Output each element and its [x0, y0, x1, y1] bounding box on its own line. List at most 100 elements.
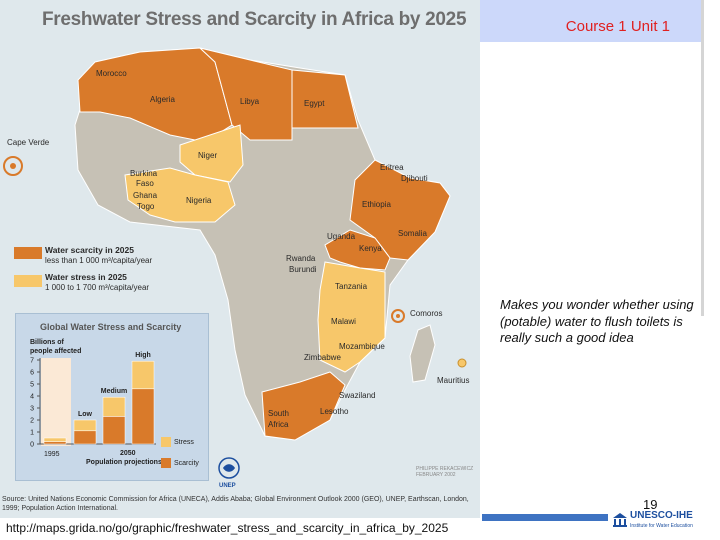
map-image: Freshwater Stress and Scarcity in Africa…	[0, 0, 480, 518]
region-morocco-algeria	[77, 47, 233, 143]
africa-map	[3, 47, 467, 441]
inset-title: Global Water Stress and Scarcity	[40, 322, 182, 332]
label-togo: Togo	[137, 202, 155, 211]
label-ghana: Ghana	[133, 191, 158, 200]
label-comoros: Comoros	[410, 309, 443, 318]
inset-bar-scarcity	[73, 430, 97, 445]
label-djibouti: Djibouti	[401, 174, 428, 183]
label-kenya: Kenya	[359, 244, 382, 253]
inset-x-sub: Population projections	[86, 459, 162, 466]
legend-scarcity-title: Water scarcity in 2025	[45, 245, 134, 255]
inset-bar-chart: 0 1 2 3 4 5 6 7 Low Medium High	[30, 352, 156, 449]
label-south: South	[268, 409, 289, 418]
label-nigeria: Nigeria	[186, 196, 212, 205]
slide-note: Makes you wonder whether using (potable)…	[500, 297, 694, 345]
label-burkina: Burkina	[130, 169, 158, 178]
label-tanzania: Tanzania	[335, 282, 368, 291]
label-egypt: Egypt	[304, 99, 325, 108]
label-rwanda: Rwanda	[286, 254, 316, 263]
label-mozambique: Mozambique	[339, 342, 385, 351]
inset-bar-label: Low	[78, 411, 93, 418]
unesco-temple-icon	[613, 513, 627, 527]
label-eritrea: Eritrea	[380, 163, 404, 172]
inset-ylabel-line2: people affected	[30, 348, 82, 355]
inset-y-tick-label: 3	[30, 406, 34, 413]
label-burundi: Burundi	[289, 265, 317, 274]
inset-y-tick-label: 6	[30, 370, 34, 377]
region-niger	[179, 124, 244, 183]
label-morocco: Morocco	[96, 69, 127, 78]
inset-ylabel-line1: Billions of	[30, 339, 64, 346]
unesco-sub: Institute for Water Education	[630, 523, 693, 529]
inset-band-1995	[41, 358, 71, 446]
inset-x-1995: 1995	[44, 451, 60, 458]
region-southeast-stress	[317, 261, 386, 373]
label-africa: Africa	[268, 420, 289, 429]
header-band: Course 1 Unit 1	[480, 0, 702, 42]
region-west-africa-stress	[124, 167, 236, 223]
credit-line-2: FEBRUARY 2002	[416, 472, 456, 478]
region-egypt	[291, 69, 359, 129]
label-zimbabwe: Zimbabwe	[304, 353, 341, 362]
unep-logo	[218, 457, 240, 479]
inset-legend-scarcity: Scarcity	[174, 460, 199, 467]
inset-x-2050: 2050	[120, 450, 136, 457]
inset-y-tick-label: 7	[30, 358, 34, 365]
inset-ylabel: Billions of people affected	[30, 338, 81, 356]
label-faso: Faso	[136, 179, 154, 188]
inset-bar-stress	[73, 419, 97, 432]
unesco-name: UNESCO-IHE	[630, 510, 693, 521]
madagascar	[409, 324, 436, 383]
unep-label: UNEP	[219, 483, 236, 489]
legend-stress-sub: 1 000 to 1 700 m³/capita/year	[45, 283, 150, 292]
comoros-marker	[391, 309, 405, 323]
label-ethiopia: Ethiopia	[362, 200, 391, 209]
credit-line-1: PHILIPPE REKACEWICZ	[416, 466, 474, 472]
region-horn	[349, 159, 451, 261]
side-divider	[701, 0, 704, 316]
label-libya: Libya	[240, 97, 260, 106]
map-source: Source: United Nations Economic Commissi…	[2, 496, 469, 512]
label-lesotho: Lesotho	[320, 407, 349, 416]
inset-y-tick-label: 4	[30, 394, 34, 401]
page-number: 19	[643, 497, 658, 512]
label-uganda: Uganda	[327, 232, 356, 241]
label-swaziland: Swaziland	[339, 391, 376, 400]
course-title: Course 1 Unit 1	[565, 18, 670, 35]
map-credit: PHILIPPE REKACEWICZ FEBRUARY 2002	[416, 466, 473, 478]
inset-y-tick-label: 2	[30, 418, 34, 425]
legend-stress-swatch	[14, 275, 42, 287]
map-title: Freshwater Stress and Scarcity in Africa…	[42, 9, 467, 30]
inset-bar-label: Medium	[101, 388, 127, 395]
inset-bar-stress	[43, 437, 67, 442]
footer-band	[482, 514, 608, 521]
mauritius-marker	[457, 358, 467, 368]
inset-legend-stress-swatch	[161, 437, 171, 447]
inset-bar-scarcity	[102, 416, 126, 445]
source-url[interactable]: http://maps.grida.no/go/graphic/freshwat…	[6, 521, 449, 535]
region-south-scarcity	[261, 371, 346, 441]
label-mauritius: Mauritius	[437, 376, 470, 385]
legend-scarcity-sub: less than 1 000 m³/capita/year	[45, 256, 153, 265]
label-algeria: Algeria	[150, 95, 175, 104]
inset-bar-stress	[131, 360, 155, 390]
label-somalia: Somalia	[398, 229, 427, 238]
inset-y-tick-label: 5	[30, 382, 34, 389]
inset-chart-panel: Global Water Stress and Scarcity Billion…	[15, 313, 209, 481]
legend-scarcity-swatch	[14, 247, 42, 259]
inset-bar-scarcity	[131, 388, 155, 445]
inset-legend-scarcity-swatch	[161, 458, 171, 468]
region-libya	[198, 47, 293, 141]
inset-y-tick-label: 1	[30, 430, 34, 437]
inset-bar-label: High	[135, 352, 151, 359]
unesco-ihe-logo: UNESCO-IHE Institute for Water Education	[612, 507, 720, 535]
legend-stress-title: Water stress in 2025	[45, 272, 127, 282]
label-malawi: Malawi	[331, 317, 356, 326]
label-niger: Niger	[198, 151, 218, 160]
inset-bar-stress	[102, 396, 126, 417]
inset-y-tick-label: 0	[30, 442, 34, 449]
cape-verde-marker	[3, 156, 23, 176]
label-cape-verde: Cape Verde	[7, 138, 50, 147]
inset-legend-stress: Stress	[174, 439, 194, 446]
inset-bar-scarcity	[43, 441, 67, 445]
